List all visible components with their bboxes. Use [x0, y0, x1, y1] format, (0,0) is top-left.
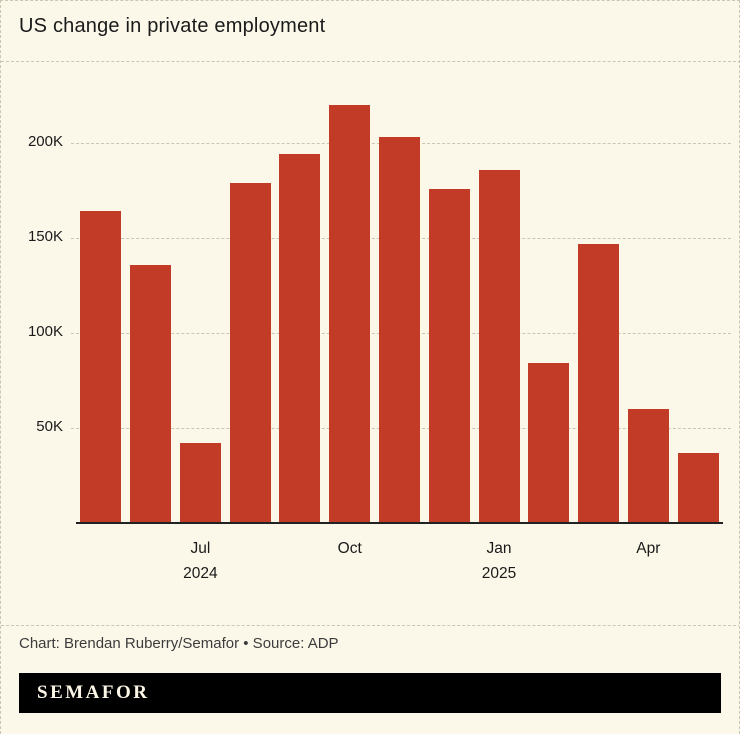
y-tick-label: 100K: [27, 323, 63, 340]
x-tick-label-jul: Jul: [190, 540, 211, 557]
x-tick-label-apr: Apr: [636, 540, 661, 557]
semafor-logo-bar: SEMAFOR: [19, 673, 721, 713]
bar-nov-2024: [379, 137, 420, 523]
bar-apr-2025: [628, 409, 669, 523]
y-tick-label: 150K: [27, 228, 63, 245]
chart-title: US change in private employment: [19, 15, 326, 37]
y-tick-label: 50K: [36, 418, 63, 435]
bar-oct-2024: [329, 105, 370, 523]
x-axis-line: [76, 522, 723, 524]
bar-mar-2025: [578, 244, 619, 523]
top-divider: [1, 61, 739, 62]
bar-jul-2024: [180, 443, 221, 523]
x-tick-year-2025: 2025: [481, 565, 517, 582]
bar-may-2025: [678, 453, 719, 523]
bar-sep-2024: [279, 154, 320, 523]
bar-aug-2024: [230, 183, 271, 523]
bar-may-2024: [80, 211, 121, 523]
x-tick-year-2024: 2024: [183, 565, 218, 582]
x-tick-label-oct: Oct: [337, 540, 362, 557]
chart-credit: Chart: Brendan Ruberry/Semafor • Source:…: [19, 635, 339, 652]
x-tick-label-jan: Jan: [486, 540, 512, 557]
bar-jan-2025: [479, 170, 520, 523]
semafor-wordmark: SEMAFOR: [37, 682, 150, 703]
y-tick-label: 200K: [27, 133, 63, 150]
bar-dec-2024: [429, 189, 470, 523]
bottom-divider: [1, 625, 739, 626]
bar-feb-2025: [528, 363, 569, 523]
bar-jun-2024: [130, 265, 171, 523]
